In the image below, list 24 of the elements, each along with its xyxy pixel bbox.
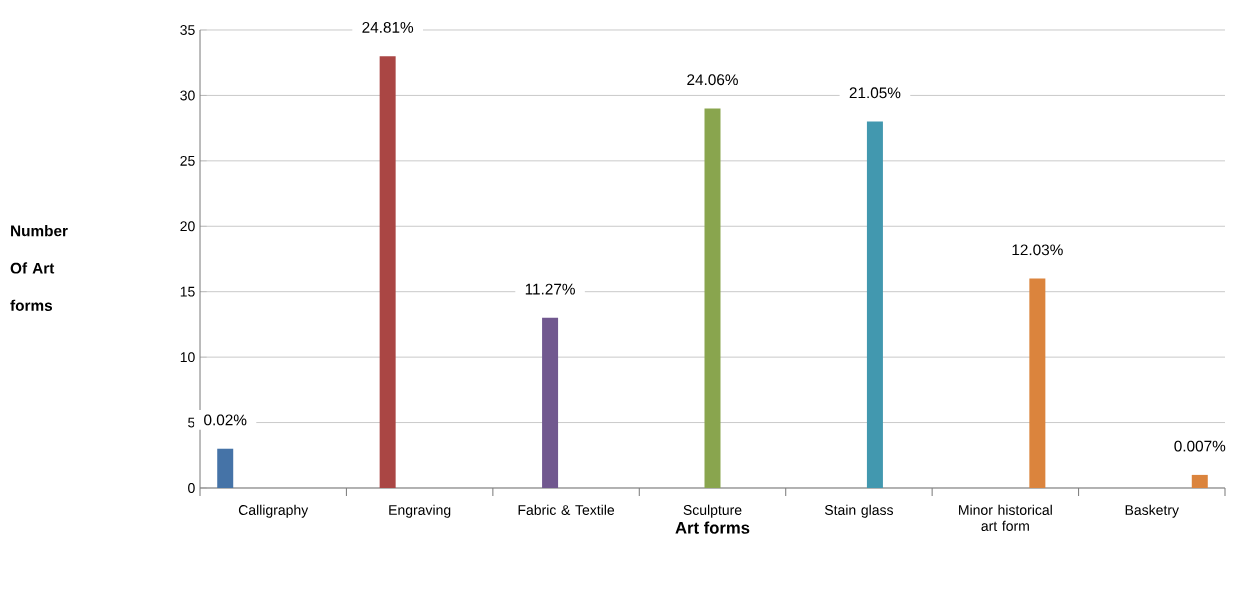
x-tick-label: Basketry xyxy=(1125,504,1179,518)
y-tick-label: 20 xyxy=(180,221,195,232)
annotation: 24.81% xyxy=(362,21,414,33)
x-tick-label: Fabric & Textile xyxy=(518,504,615,515)
annotation: 12.03% xyxy=(1012,244,1063,256)
y-tick-label: 0 xyxy=(188,483,195,493)
x-tick-label: Calligraphy xyxy=(238,504,309,518)
text: Number Of Art forms xyxy=(10,225,68,311)
annotation: 0.02% xyxy=(204,414,247,426)
annotation: 21.05% xyxy=(849,87,901,99)
x-tick-label: Stain glass xyxy=(824,504,894,518)
annotation: 24.06% xyxy=(687,74,738,86)
y-tick-label: 25 xyxy=(180,155,195,166)
y-tick-label: 30 xyxy=(180,90,195,101)
x-tick-label: Minor historical art form xyxy=(959,504,1052,531)
annotation: 11.27% xyxy=(525,283,575,295)
y-tick-label: 5 xyxy=(188,417,195,428)
y-tick-label: 15 xyxy=(180,286,195,297)
x-tick-label: Engraving xyxy=(389,504,451,518)
x-axis-title: Art forms xyxy=(675,521,750,534)
y-tick-label: 35 xyxy=(180,25,195,35)
annotation: 0.007% xyxy=(1174,440,1226,452)
x-tick-label: Sculpture xyxy=(683,504,742,518)
y-tick-label: 10 xyxy=(180,352,195,363)
